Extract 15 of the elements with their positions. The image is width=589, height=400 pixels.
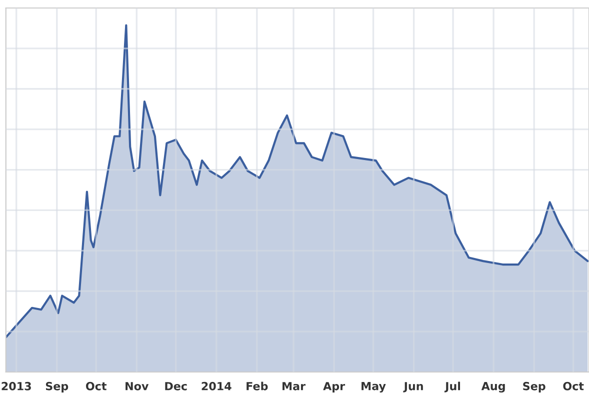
x-tick-label: Apr [323, 382, 346, 392]
x-tick-label: Feb [246, 382, 268, 390]
x-tick-label: Sep [523, 382, 546, 392]
x-tick-label: Sep [46, 382, 68, 392]
x-tick-label: Oct [563, 382, 584, 390]
x-tick-label: Nov [126, 382, 149, 390]
x-tick-label: Dec [165, 382, 187, 390]
x-tick-label: May [362, 382, 386, 392]
x-tick-label: Aug [481, 382, 505, 392]
x-tick-label: 2013 [2, 382, 31, 390]
x-tick-label: Oct [86, 382, 107, 390]
x-tick-label: Jul [444, 382, 460, 392]
x-tick-label: 2014 [202, 382, 232, 390]
x-tick-label: Jun [403, 382, 423, 392]
x-tick-label: Mar [282, 382, 306, 390]
